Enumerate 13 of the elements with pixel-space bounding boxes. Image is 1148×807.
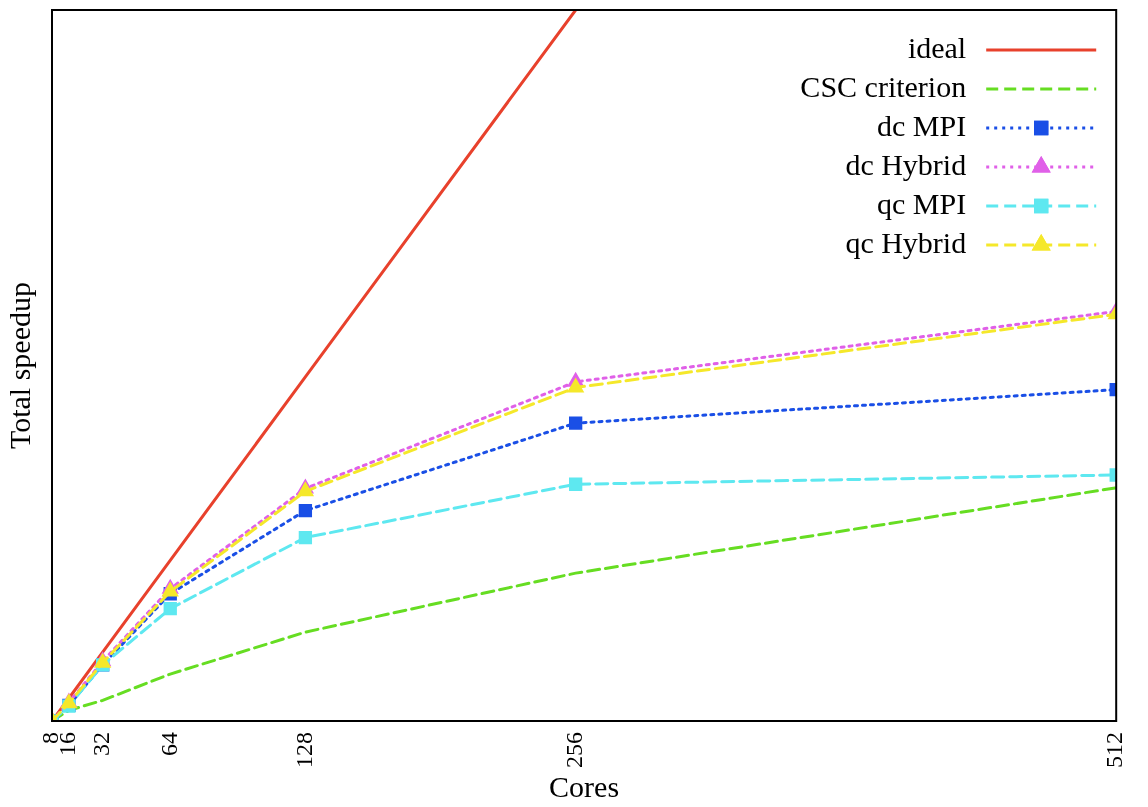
legend-label: qc Hybrid — [845, 225, 967, 259]
x-tick-label: 512 — [1101, 732, 1128, 768]
x-tick-label: 128 — [290, 732, 317, 768]
x-tick-label: 64 — [155, 732, 182, 756]
legend-label: qc MPI — [877, 186, 967, 220]
legend-label: dc MPI — [877, 108, 967, 142]
legend-label: ideal — [907, 30, 967, 64]
x-tick-label: 256 — [560, 732, 587, 768]
x-axis-title: Cores — [549, 769, 620, 803]
y-axis-title: Total speedup — [2, 281, 36, 450]
x-tick-label: 32 — [87, 732, 114, 756]
legend-label: CSC criterion — [800, 69, 967, 103]
legend-label: dc Hybrid — [845, 147, 967, 181]
